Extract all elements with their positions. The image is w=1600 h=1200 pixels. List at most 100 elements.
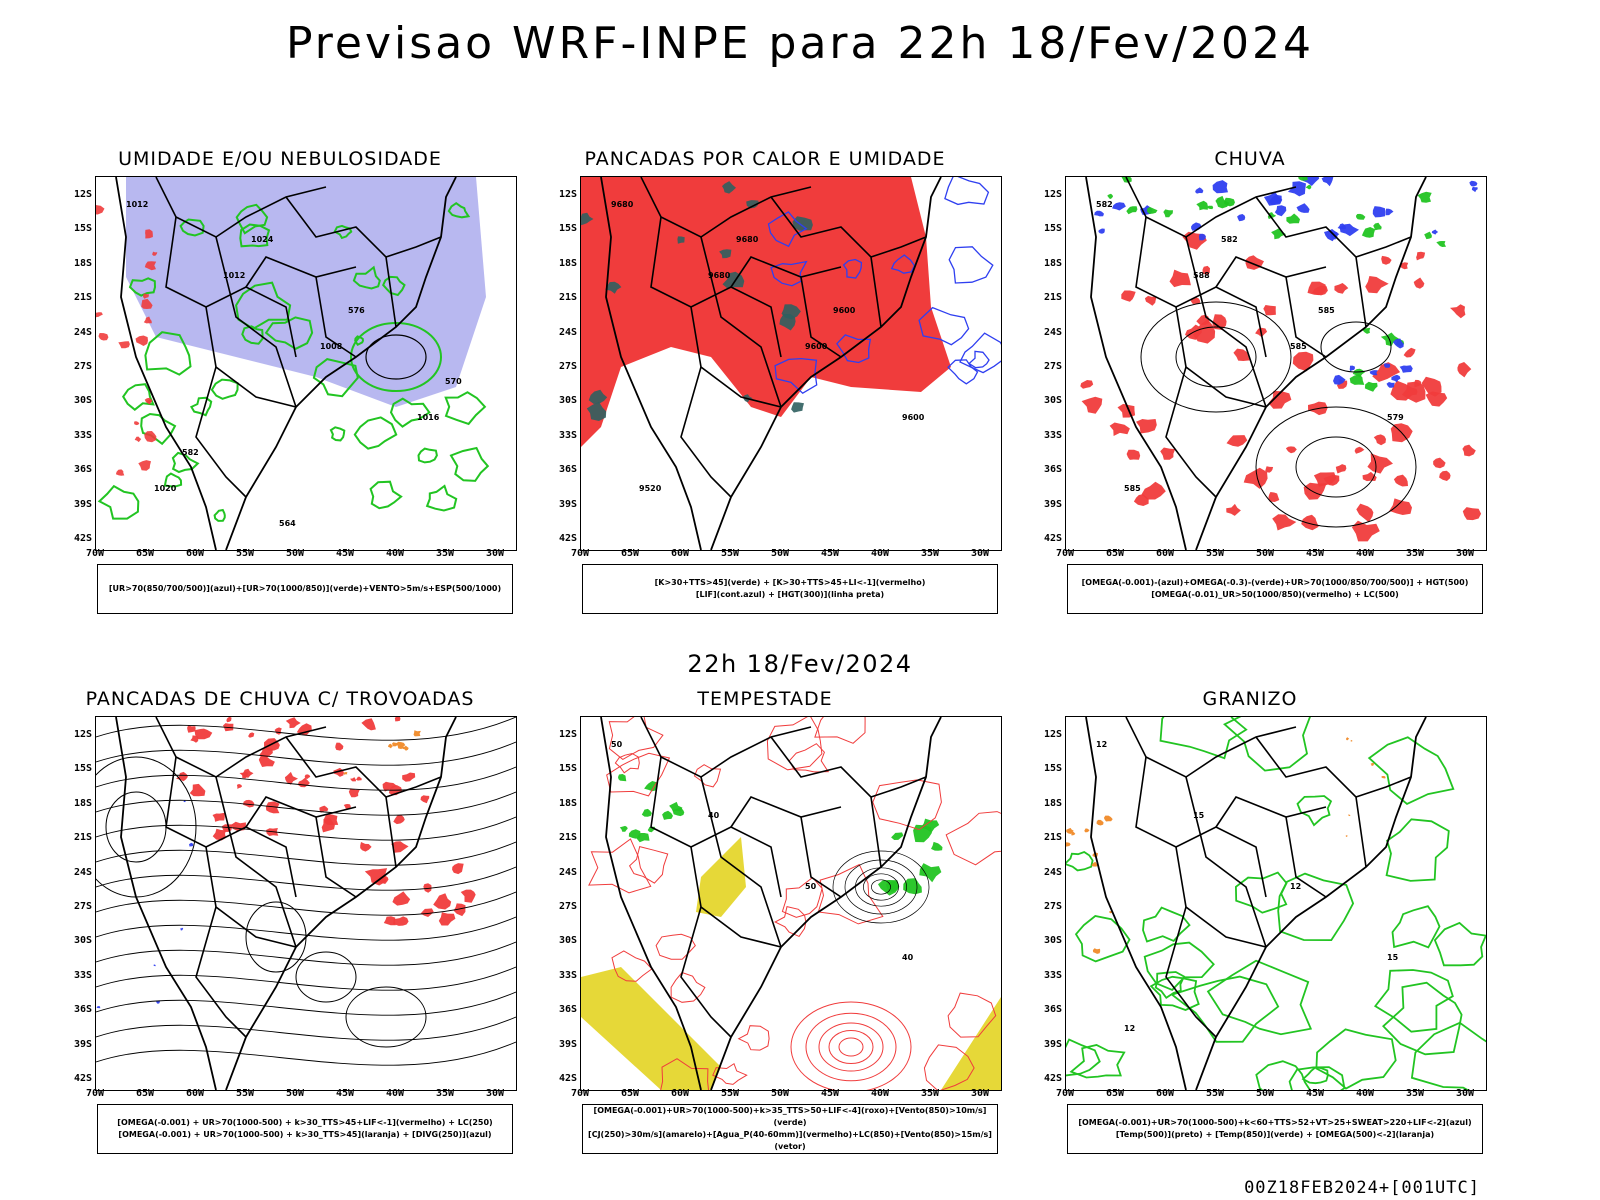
latitude-label: 27S (558, 901, 577, 912)
streamline (96, 741, 516, 766)
shaded-area (236, 784, 243, 789)
forecast-map: 50 40 50 40 (580, 716, 1002, 1091)
shaded-area (284, 771, 298, 785)
shaded-area (1381, 255, 1392, 265)
longitude-label: 55W (720, 1088, 740, 1099)
latitude-label: 39S (1043, 498, 1062, 510)
shaded-area (1133, 494, 1149, 506)
precipitable-water-contour (655, 933, 696, 960)
shaded-area (791, 402, 804, 413)
streamline (96, 966, 516, 991)
forecast-map: 9680 9680 9600 9600 9520 9680 9600 (580, 176, 1002, 551)
latitude-label: 21S (1043, 292, 1062, 304)
temp-850-contour (1066, 850, 1094, 872)
country-border (195, 906, 247, 1038)
shaded-area (1393, 474, 1408, 487)
longitude-label: 35W (920, 548, 940, 559)
shaded-area (187, 725, 196, 733)
shaded-area (1263, 305, 1276, 316)
geopotential-contour (1320, 321, 1392, 373)
shaded-area (392, 742, 398, 747)
country-border (1285, 276, 1327, 358)
longitude-label: 55W (1205, 1088, 1225, 1099)
shaded-area (144, 431, 157, 443)
latitude-label: 30S (558, 395, 577, 407)
forecast-map (95, 716, 517, 1091)
temp-850-contour (1149, 975, 1200, 1011)
latitude-label: 36S (1043, 464, 1062, 476)
latitude-label: 24S (1043, 326, 1062, 338)
latitude-label: 39S (73, 1038, 92, 1050)
shaded-area (265, 801, 280, 814)
latitude-label: 42S (1043, 1073, 1062, 1084)
contour-label: 12 (1096, 740, 1107, 749)
latitude-label: 33S (1043, 429, 1062, 441)
shaded-area (356, 776, 362, 781)
shaded-area (1195, 187, 1204, 194)
humidity-contour (128, 277, 157, 297)
latitude-label: 33S (1043, 969, 1062, 981)
country-border (1165, 906, 1217, 1038)
country-border (700, 236, 782, 408)
shaded-area (677, 236, 685, 244)
latitude-label: 27S (558, 361, 577, 372)
map-graphic: 50 40 50 40 (581, 717, 1001, 1090)
shaded-area (239, 772, 248, 779)
shaded-area (135, 335, 148, 346)
temp-850-contour (1315, 1028, 1397, 1090)
temp-850-contour (1277, 872, 1355, 942)
shaded-area (143, 293, 149, 299)
panel-legend: [OMEGA(-0.001)-(azul)+OMEGA(-0.3)-(verde… (1067, 564, 1483, 614)
lif-contour (968, 350, 990, 369)
shaded-area (190, 735, 199, 743)
latitude-label: 21S (73, 292, 92, 304)
latitude-label: 30S (558, 935, 577, 947)
shaded-area (1355, 213, 1366, 220)
shaded-area (1367, 453, 1393, 474)
shaded-area (1337, 223, 1346, 230)
shaded-area (792, 216, 813, 231)
panel-title: UMIDADE E/OU NEBULOSIDADE (118, 148, 442, 170)
precipitable-water-contour (628, 845, 669, 884)
country-border (385, 236, 442, 258)
shaded-area (1071, 831, 1076, 836)
lif-contour (770, 260, 808, 287)
temp-850-contour (1142, 906, 1191, 943)
panel-legend: [UR>70(850/700/500)](azul)+[UR>70(1000/8… (97, 564, 513, 614)
map-graphic: 9680 9680 9600 9600 9520 9680 9600 (581, 177, 1001, 550)
shaded-area (1462, 444, 1476, 457)
shaded-area (1066, 827, 1074, 834)
streamline (96, 916, 516, 941)
longitude-label: 55W (720, 548, 740, 559)
temp-850-contour (1255, 1060, 1312, 1090)
temp-850-contour (1296, 795, 1333, 827)
latitude-label: 30S (1043, 395, 1062, 407)
longitude-label: 45W (335, 548, 355, 559)
lif-contour (948, 246, 994, 284)
shaded-area (335, 742, 344, 751)
longitude-label: 65W (1105, 1088, 1125, 1099)
humidity-contour (425, 484, 458, 512)
mid-title: 22h 18/Fev/2024 (687, 650, 913, 678)
shaded-area (1462, 507, 1482, 521)
shaded-area (393, 916, 409, 926)
shaded-area (194, 728, 213, 740)
shaded-area (212, 828, 226, 841)
latitude-label: 39S (1043, 1038, 1062, 1050)
longitude-label: 50W (1255, 548, 1275, 559)
humidity-contour (389, 397, 431, 428)
shaded-area (1400, 262, 1409, 270)
shaded-area (1298, 177, 1308, 181)
shaded-area (1370, 763, 1375, 766)
longitude-label: 60W (185, 548, 205, 559)
contour-label: 1008 (320, 342, 343, 351)
shaded-area (361, 718, 376, 731)
shaded-area (420, 795, 430, 804)
contour-label: 15 (1387, 953, 1399, 962)
shaded-area (189, 783, 206, 797)
country-border (640, 177, 812, 238)
contour-label: 50 (611, 740, 623, 749)
country-border (1215, 796, 1327, 828)
contour-label: 576 (348, 306, 365, 315)
shaded-area (1112, 202, 1126, 211)
